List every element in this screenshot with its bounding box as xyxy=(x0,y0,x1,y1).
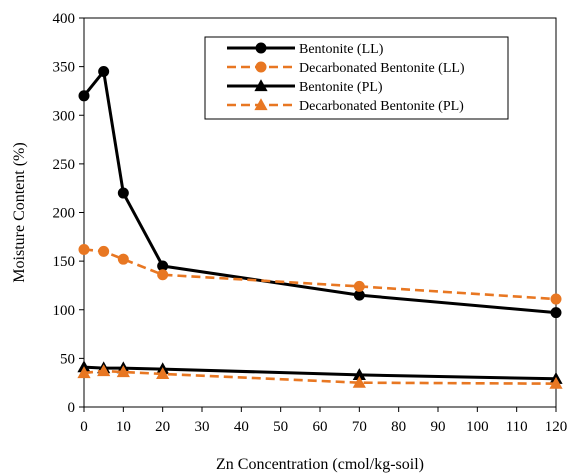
x-tick-label: 10 xyxy=(116,419,131,435)
x-tick-label: 30 xyxy=(195,419,210,435)
legend-swatch-marker xyxy=(255,42,267,54)
legend-item: Bentonite (LL) xyxy=(227,42,384,57)
series-4 xyxy=(77,364,563,389)
legend-label: Bentonite (PL) xyxy=(299,80,383,95)
legend-item: Decarbonated Bentonite (LL) xyxy=(227,61,465,76)
y-tick-label: 100 xyxy=(53,303,76,319)
x-tick-label: 80 xyxy=(391,419,406,435)
data-point xyxy=(549,376,563,389)
data-point xyxy=(352,375,366,388)
y-tick-label: 50 xyxy=(60,351,75,367)
legend: Bentonite (LL) Decarbonated Bentonite (LL… xyxy=(204,36,509,120)
x-tick-label: 120 xyxy=(545,419,568,435)
data-point xyxy=(77,366,91,379)
data-point xyxy=(116,365,130,378)
legend-swatch-marker xyxy=(254,79,268,92)
x-tick-label: 50 xyxy=(273,419,288,435)
y-tick-label: 400 xyxy=(53,11,76,27)
axis-ticks xyxy=(79,17,557,412)
y-axis-title: Moisture Content (%) xyxy=(11,142,28,282)
legend-label: Bentonite (LL) xyxy=(299,42,384,57)
x-tick-label: 60 xyxy=(313,419,328,435)
legend-swatch-marker xyxy=(254,98,268,111)
data-point xyxy=(78,243,90,255)
data-point xyxy=(157,269,169,281)
data-point xyxy=(156,367,170,380)
x-tick-label: 100 xyxy=(466,419,489,435)
series-layer xyxy=(77,65,563,389)
y-tick-label: 200 xyxy=(53,206,76,222)
legend-label: Decarbonated Bentonite (PL) xyxy=(299,99,464,114)
series-line xyxy=(83,248,557,301)
data-point xyxy=(550,307,562,319)
y-tick-label: 300 xyxy=(53,108,76,124)
legend-swatch-marker xyxy=(255,61,267,73)
x-tick-label: 70 xyxy=(352,419,367,435)
series-3 xyxy=(77,360,563,384)
legend-item: Bentonite (PL) xyxy=(227,79,383,95)
series-2 xyxy=(78,243,562,305)
data-point xyxy=(117,187,129,199)
data-point xyxy=(98,65,110,77)
x-axis-title: Zn Concentration (cmol/kg-soil) xyxy=(216,456,424,473)
x-tick-label: 90 xyxy=(431,419,446,435)
x-tick-label: 110 xyxy=(506,419,528,435)
y-tick-label: 250 xyxy=(53,157,76,173)
data-point xyxy=(353,280,365,292)
x-tick-label: 0 xyxy=(80,419,88,435)
data-point xyxy=(98,245,110,257)
y-tick-label: 0 xyxy=(68,400,76,416)
y-tick-label: 150 xyxy=(53,254,76,270)
data-point xyxy=(550,293,562,305)
legend-item: Decarbonated Bentonite (PL) xyxy=(227,98,464,114)
x-tick-label: 20 xyxy=(155,419,170,435)
data-point xyxy=(97,364,111,377)
x-tick-label: 40 xyxy=(234,419,249,435)
data-point xyxy=(78,90,90,102)
y-tick-label: 350 xyxy=(53,60,76,76)
tick-labels: 0 10 20 30 40 50 60 70 80 90 100 110 120 0 50 100 150 200… xyxy=(53,11,568,435)
legend-label: Decarbonated Bentonite (LL) xyxy=(299,61,465,76)
data-point xyxy=(117,253,129,265)
